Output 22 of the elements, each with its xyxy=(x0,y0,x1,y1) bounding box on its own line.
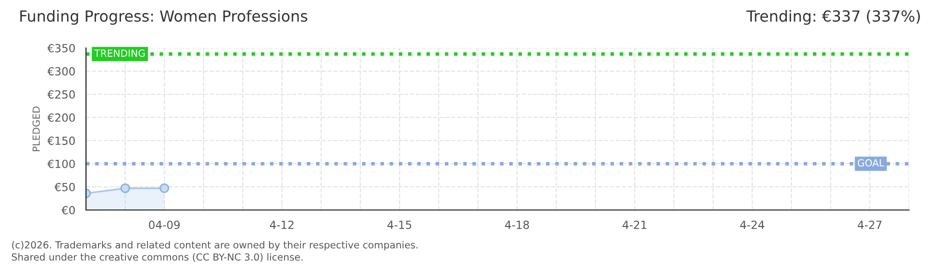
y-tick-label: €50 xyxy=(54,182,75,192)
x-tick-label: 4-24 xyxy=(740,220,764,229)
text: (c)2026. Trademarks and related content are owned by their respective companies. xyxy=(12,240,418,250)
ref-line-label: GOAL xyxy=(858,159,884,167)
y-axis-title: PLEDGED xyxy=(32,106,40,152)
y-tick-label: €300 xyxy=(47,67,75,76)
y-tick-label: €150 xyxy=(47,136,75,145)
x-tick-label: 4-21 xyxy=(622,220,646,229)
chart-title: Funding Progress: Women Professions xyxy=(20,10,308,25)
ref-line-label: TRENDING xyxy=(94,49,145,57)
x-tick-label: 4-18 xyxy=(505,220,529,230)
y-tick-label: €0 xyxy=(61,206,75,214)
x-tick-label: 4-15 xyxy=(387,220,412,230)
text: Shared under the creative commons (CC BY-NC 3.0) license. xyxy=(12,253,302,262)
chart-subtitle: Trending: €337 (337%) xyxy=(746,10,920,25)
y-tick-label: €250 xyxy=(47,90,75,99)
x-tick-label: 4-27 xyxy=(858,220,882,229)
y-tick-label: €100 xyxy=(47,160,75,168)
y-tick-label: €200 xyxy=(47,113,75,122)
x-tick-label: 04-09 xyxy=(148,220,180,230)
y-tick-label: €350 xyxy=(47,44,75,52)
x-tick-label: 4-12 xyxy=(270,220,294,229)
